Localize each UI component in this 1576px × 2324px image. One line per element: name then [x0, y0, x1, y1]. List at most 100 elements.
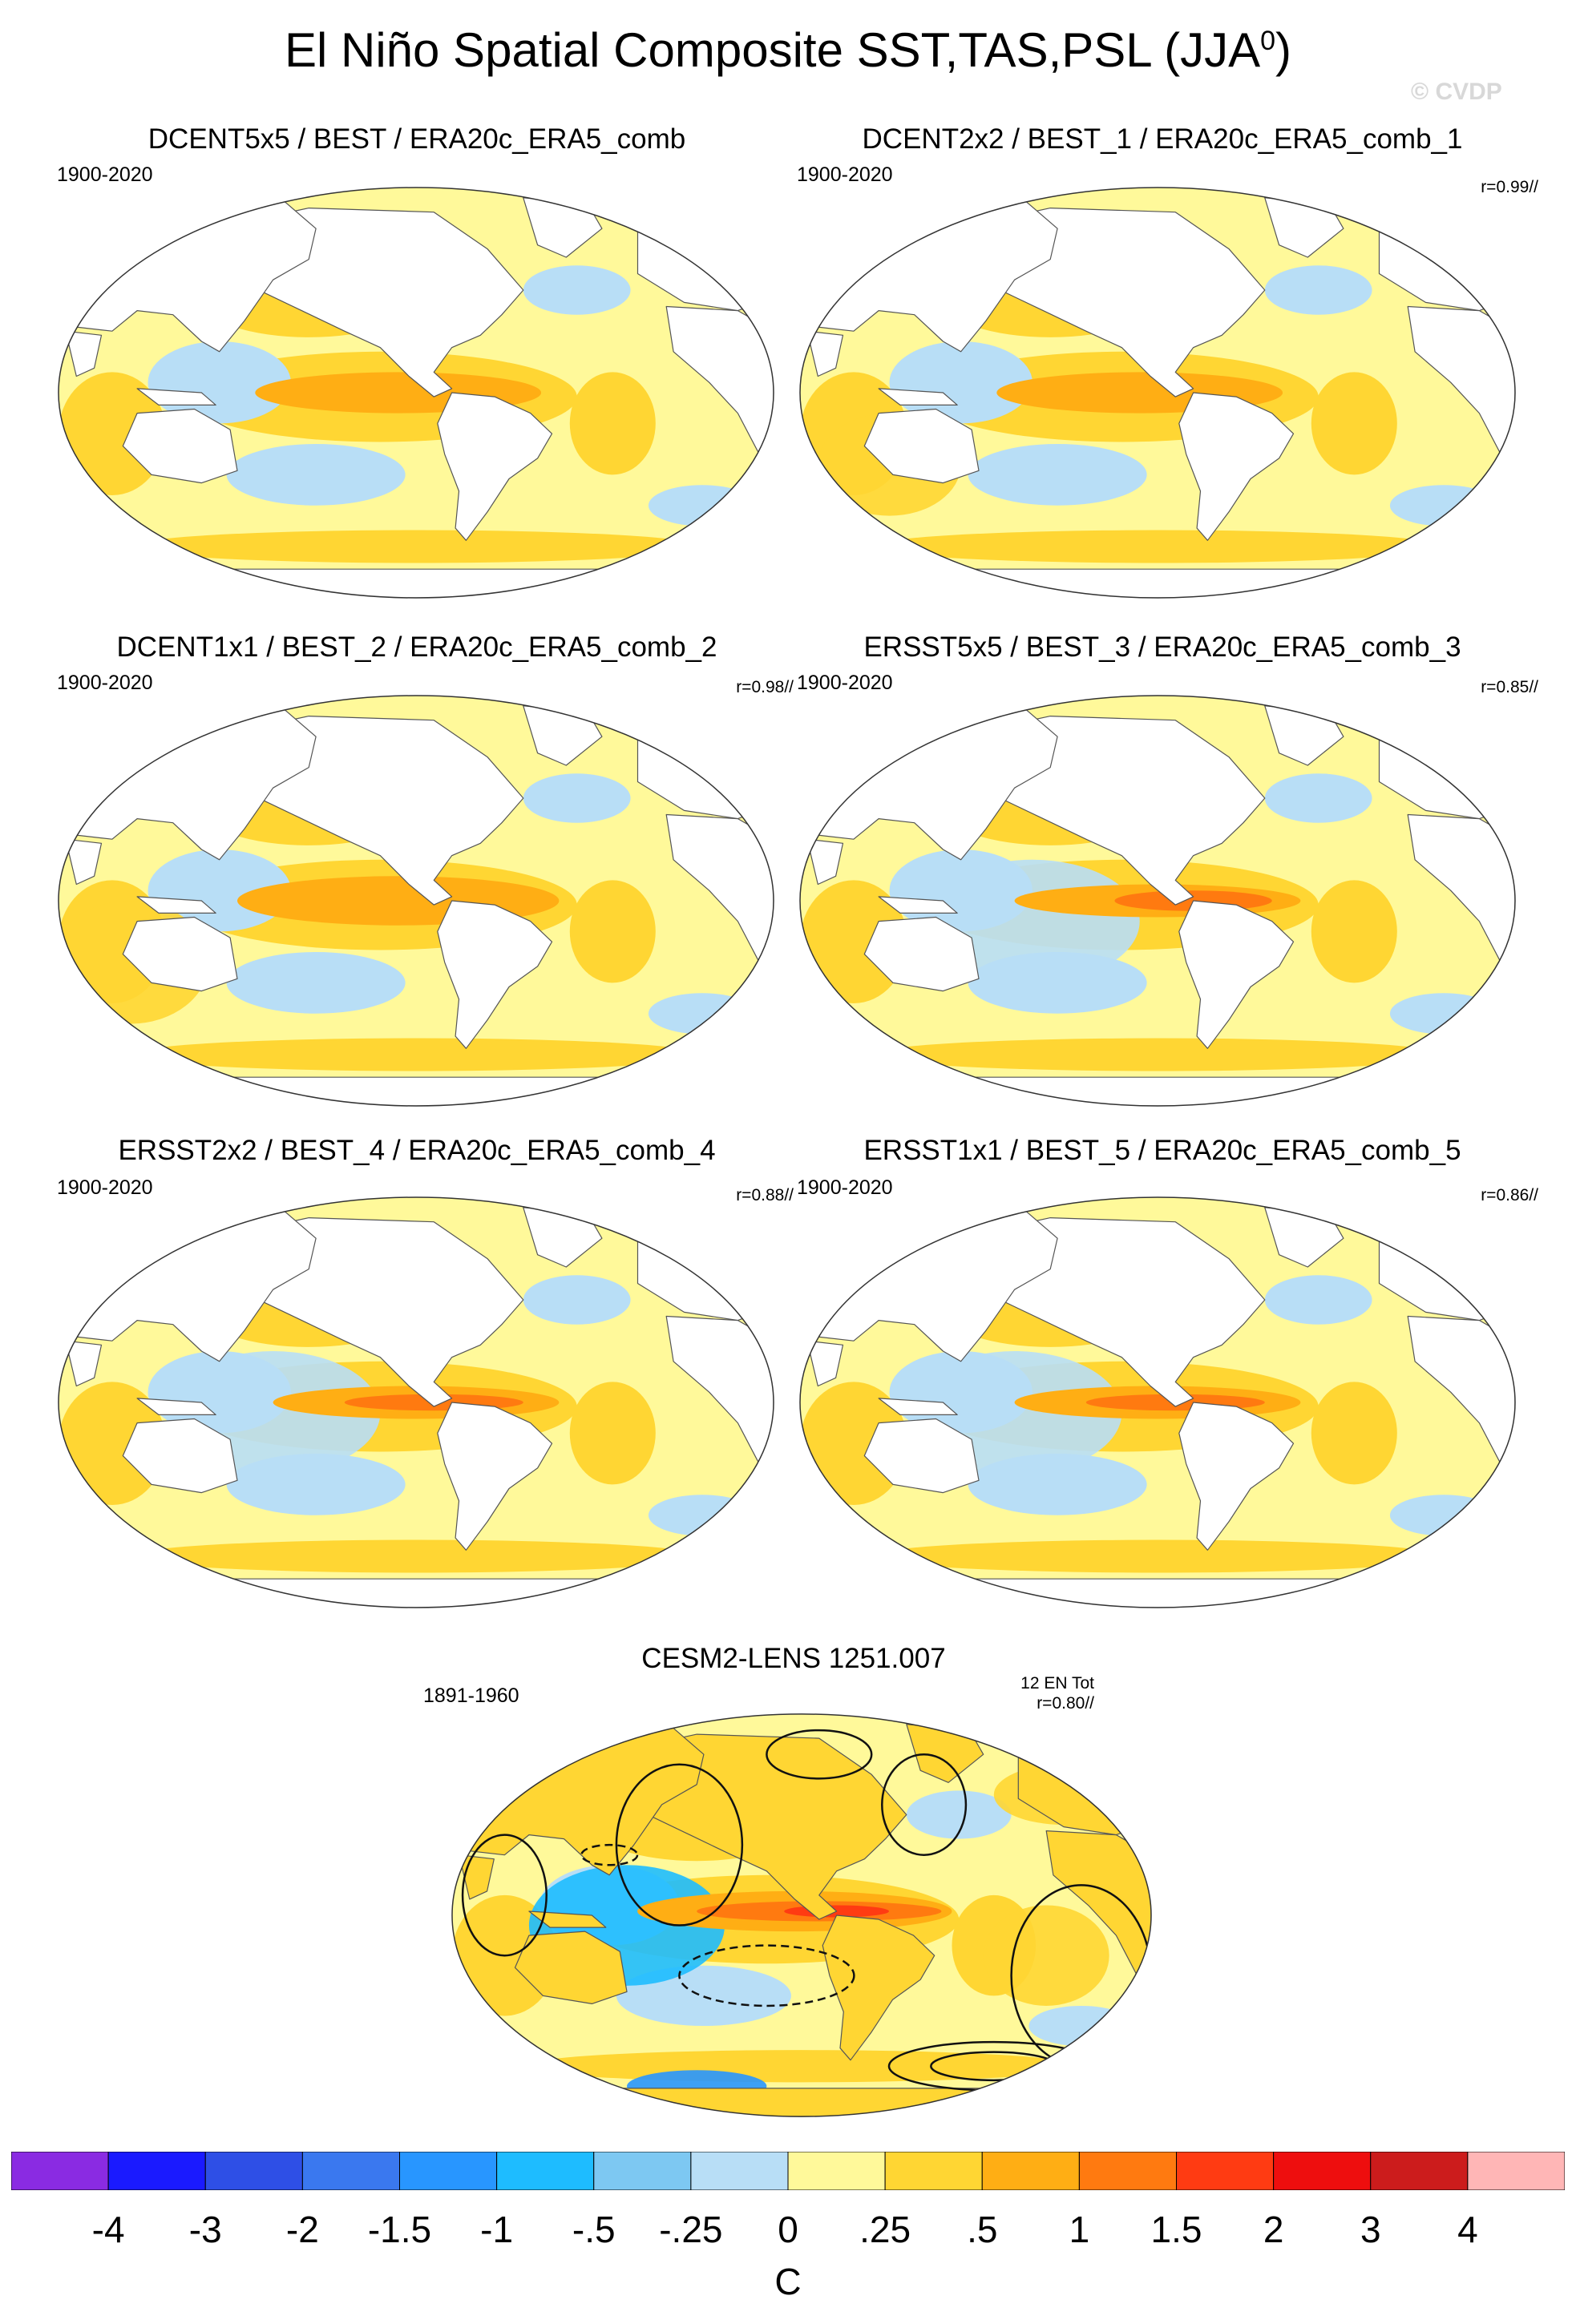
correlation-label: r=0.98//: [736, 678, 794, 696]
title-text: El Niño Spatial Composite SST,TAS,PSL (J…: [284, 23, 1261, 77]
panel-period: 1900-2020: [797, 672, 893, 694]
colorbar-swatch: [399, 2152, 498, 2190]
anomaly-patch: [130, 1038, 702, 1071]
panel-title: DCENT5x5 / BEST / ERA20c_ERA5_comb: [147, 123, 686, 155]
panel-title: ERSST1x1 / BEST_5 / ERA20c_ERA5_comb_5: [863, 1135, 1461, 1166]
anomaly-patch: [1028, 2005, 1134, 2047]
anomaly-patch: [523, 773, 631, 823]
anomaly-patch: [1264, 265, 1372, 315]
continent-samerica: [1178, 1402, 1295, 1551]
continent-indonesia: [878, 1398, 958, 1415]
anomaly-patch: [523, 1275, 631, 1325]
colorbar-swatch: [1467, 2152, 1565, 2190]
psl-contour-positive: [461, 1834, 548, 1957]
continent-indonesia: [878, 896, 958, 914]
panel-period: 1900-2020: [797, 1176, 893, 1199]
continent-india: [806, 838, 844, 886]
map-panel-5: ERSST2x2 / BEST_4 / ERA20c_ERA5_comb_4 1…: [44, 1130, 794, 1627]
anomaly-patch: [1389, 1495, 1497, 1536]
anomaly-patch: [59, 372, 166, 495]
panel-title: ERSST2x2 / BEST_4 / ERA20c_ERA5_comb_4: [118, 1135, 716, 1166]
continent-antarctica: [59, 1076, 774, 1106]
continent-indonesia: [136, 388, 216, 405]
colorbar-swatch: [11, 2152, 109, 2190]
ensemble-count: 12 EN Tot: [1020, 1674, 1094, 1693]
colorbar-unit: C: [774, 2261, 802, 2302]
colorbar-labels: -4 -3 -2 -1.5 -1 -.5 -.25 0 .25 .5 1 1.5 2 3 4: [0, 2208, 1576, 2256]
map-border: [799, 187, 1516, 599]
anomaly-patch: [648, 485, 756, 527]
colorbar-tick-label: -1: [480, 2209, 514, 2250]
continent-india: [806, 330, 844, 377]
anomaly-patch: [1264, 1275, 1372, 1325]
continent-samerica: [437, 1402, 553, 1551]
continent-australia: [514, 1931, 628, 2004]
colorbar-tick-label: -1.5: [367, 2209, 432, 2250]
map-field: [800, 188, 1515, 598]
colorbar-tick-label: 1: [1069, 2209, 1090, 2250]
colorbar-swatch: [204, 2152, 303, 2190]
anomaly-patch: [1311, 372, 1397, 475]
continent-indonesia: [878, 388, 958, 405]
anomaly-patch: [569, 1382, 656, 1485]
continent-samerica: [822, 1914, 935, 2061]
map-field: [59, 188, 774, 598]
colorbar-swatch: [1078, 2152, 1177, 2190]
colorbar-swatch: [1176, 2152, 1275, 2190]
anomaly-patch: [59, 1382, 166, 1505]
anomaly-patch: [1264, 773, 1372, 823]
anomaly-patch: [1311, 1382, 1397, 1485]
continent-antarctica: [59, 1578, 774, 1608]
map-border: [58, 1196, 774, 1608]
ensemble-note: 12 EN Tot r=0.80//: [1020, 1673, 1094, 1713]
anomaly-patch: [1389, 993, 1497, 1035]
continent-australia: [863, 1418, 980, 1494]
robinson-map: [799, 187, 1516, 599]
colorbar-tick-label: -4: [91, 2209, 125, 2250]
map-field: [451, 1714, 1152, 2117]
title-superscript: 0: [1260, 26, 1276, 56]
psl-contour-negative: [678, 1944, 855, 2007]
continent-antarctica: [800, 568, 1515, 598]
anomaly-patch: [983, 1905, 1109, 2006]
continent-antarctica: [800, 1076, 1515, 1106]
colorbar-swatch: [1370, 2152, 1469, 2190]
map-border: [451, 1713, 1152, 2117]
map-panel-3: DCENT1x1 / BEST_2 / ERA20c_ERA5_comb_2 1…: [44, 627, 794, 1124]
continent-antarctica: [451, 2088, 1152, 2117]
colorbar-swatch: [593, 2152, 692, 2190]
correlation-label: r=0.85//: [1481, 678, 1538, 696]
colorbar-tick-label: 0: [778, 2209, 798, 2250]
anomaly-patch: [800, 1382, 907, 1505]
map-panel-2: DCENT2x2 / BEST_1 / ERA20c_ERA5_comb_1 1…: [790, 119, 1538, 615]
anomaly-patch: [968, 444, 1147, 506]
robinson-map: [58, 1196, 774, 1608]
anomaly-patch: [130, 1539, 702, 1573]
continent-india: [806, 1340, 844, 1387]
continent-australia: [122, 916, 238, 992]
anomaly-patch: [871, 530, 1444, 563]
continent-australia: [863, 916, 980, 992]
anomaly-patch: [226, 444, 406, 506]
colorbar-swatch: [107, 2152, 206, 2190]
correlation-label: r=0.88//: [736, 1186, 794, 1204]
watermark: © CVDP: [1411, 79, 1502, 105]
colorbar-tick-label: .5: [967, 2209, 998, 2250]
continent-india: [65, 330, 103, 377]
panel-period: 1891-1960: [423, 1684, 519, 1707]
panel-period: 1900-2020: [797, 163, 893, 186]
anomaly-patch: [871, 1539, 1444, 1573]
robinson-map: [58, 695, 774, 1107]
continent-indonesia: [136, 1398, 216, 1415]
panel-title: DCENT2x2 / BEST_1 / ERA20c_ERA5_comb_1: [862, 123, 1463, 155]
page-title: El Niño Spatial Composite SST,TAS,PSL (J…: [0, 22, 1576, 78]
anomaly-patch: [906, 1790, 1012, 1839]
panel-period: 1900-2020: [57, 672, 153, 694]
continent-australia: [122, 408, 238, 484]
continent-antarctica: [800, 1578, 1515, 1608]
anomaly-patch: [523, 265, 631, 315]
continent-indonesia: [136, 896, 216, 914]
colorbar: [11, 2152, 1565, 2190]
continent-india: [65, 1340, 103, 1387]
colorbar-tick-label: 2: [1263, 2209, 1284, 2250]
